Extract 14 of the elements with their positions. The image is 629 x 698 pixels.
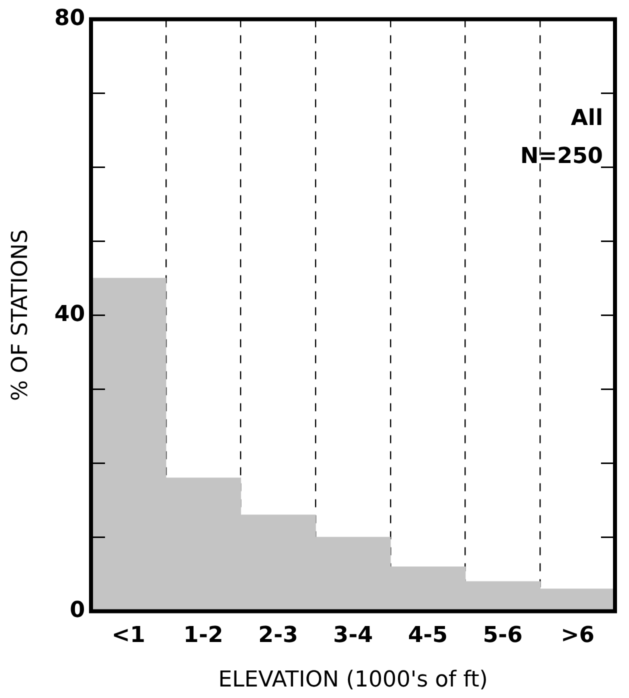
- x-tick-label: 2-3: [258, 623, 298, 648]
- x-tick-label: 4-5: [408, 623, 448, 648]
- y-axis-title: % OF STATIONS: [8, 229, 33, 401]
- y-tick-label: 0: [70, 598, 86, 623]
- y-tick-label: 80: [54, 6, 86, 31]
- x-tick-label: >6: [560, 623, 594, 648]
- x-tick-label: <1: [112, 623, 146, 648]
- x-tick-label: 3-4: [333, 623, 373, 648]
- annotation: All: [570, 106, 603, 131]
- y-tick-label: 40: [54, 302, 86, 327]
- annotation: N=250: [520, 144, 603, 169]
- x-tick-label: 5-6: [482, 623, 523, 648]
- x-tick-label: 1-2: [183, 623, 224, 648]
- x-axis-title: ELEVATION (1000's of ft): [218, 668, 488, 693]
